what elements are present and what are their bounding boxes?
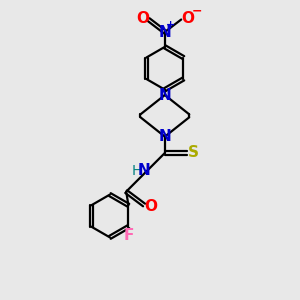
Text: S: S (188, 146, 199, 160)
Text: N: N (138, 163, 150, 178)
Text: O: O (137, 11, 150, 26)
Text: −: − (191, 5, 202, 18)
Text: O: O (144, 199, 157, 214)
Text: N: N (158, 129, 171, 144)
Text: F: F (124, 227, 134, 242)
Text: +: + (166, 20, 176, 31)
Text: H: H (131, 164, 142, 178)
Text: N: N (158, 88, 171, 103)
Text: O: O (181, 11, 194, 26)
Text: N: N (158, 25, 171, 40)
